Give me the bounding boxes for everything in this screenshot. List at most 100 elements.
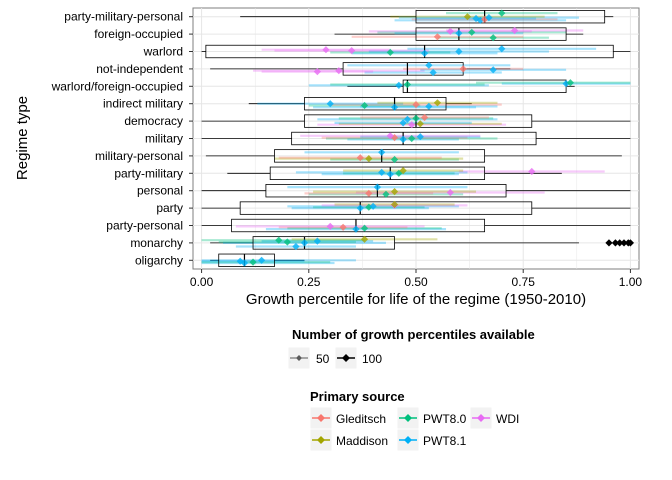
data-point: [378, 168, 386, 176]
legend-count-title: Number of growth percentiles available: [292, 327, 535, 342]
data-point: [425, 102, 433, 110]
outlier-point: [605, 239, 613, 247]
x-tick-label: 0.25: [297, 275, 321, 289]
data-point: [258, 256, 266, 264]
data-point: [455, 29, 463, 37]
y-tick-label: foreign-occupied: [94, 27, 183, 41]
data-point: [425, 61, 433, 69]
box: [205, 44, 614, 59]
data-point: [562, 80, 570, 88]
data-point: [390, 188, 399, 196]
data-point: [408, 121, 416, 129]
y-tick-label: personal: [137, 184, 183, 198]
data-point: [313, 237, 321, 245]
data-point: [446, 27, 454, 35]
data-point: [313, 68, 321, 76]
data-point: [322, 46, 330, 54]
data-point: [395, 81, 403, 89]
y-tick-label: not-independent: [96, 62, 183, 76]
box: [269, 166, 486, 180]
legend-count-label-100: 100: [362, 352, 382, 366]
data-point: [236, 257, 244, 265]
data-point: [420, 49, 429, 57]
outlier-point: [611, 239, 620, 247]
legend-source-key-diamond: [404, 436, 412, 444]
boxes: [205, 10, 614, 267]
data-point: [339, 223, 347, 231]
whiskers: [201, 16, 631, 261]
data-point: [433, 99, 442, 107]
data-point: [390, 155, 399, 164]
data-point: [326, 222, 334, 230]
y-tick-label: monarchy: [130, 236, 183, 250]
legend-count-key-100: [334, 346, 358, 370]
data-point: [566, 79, 574, 87]
data-point: [498, 45, 506, 53]
outlier-point: [620, 239, 628, 247]
data-point: [360, 101, 369, 110]
x-tick-label: 0.75: [512, 275, 536, 289]
data-point: [348, 47, 356, 55]
y-tick-label: party-personal: [106, 219, 183, 233]
legend-source-key-diamond: [317, 436, 325, 444]
data-point: [446, 188, 454, 197]
outliers: [605, 239, 635, 247]
y-tick-label: indirect military: [103, 97, 183, 111]
box: [231, 218, 486, 233]
x-tick-label: 1.00: [619, 275, 643, 289]
box: [252, 236, 395, 250]
outlier-point: [616, 239, 624, 247]
data-point: [489, 66, 497, 74]
data-point: [403, 80, 412, 89]
data-point: [420, 113, 429, 122]
data-point: [360, 224, 369, 232]
data-point: [360, 235, 369, 243]
box: [415, 10, 606, 24]
box: [304, 114, 533, 128]
data-point: [528, 167, 536, 176]
y-tick-label: military-personal: [95, 149, 183, 163]
box: [415, 27, 567, 41]
data-point: [275, 236, 283, 244]
data-point: [395, 169, 403, 177]
legend-source-label: PWT8.1: [423, 434, 467, 448]
data-point: [390, 103, 399, 111]
data-point: [416, 133, 424, 141]
box: [218, 253, 275, 267]
outlier-point: [626, 239, 635, 247]
legend-source-key-diamond: [317, 414, 325, 422]
legend-source-key-diamond: [404, 414, 412, 422]
data-point: [373, 183, 382, 191]
legend-source-label: Gleditsch: [336, 412, 386, 426]
y-tick-label: party-military-personal: [64, 10, 183, 24]
data-point: [300, 239, 309, 247]
data-point: [485, 14, 493, 22]
data-point: [356, 154, 364, 162]
data-point: [468, 28, 476, 36]
legend-source-label: WDI: [496, 412, 519, 426]
data-point: [472, 14, 480, 23]
data-point: [463, 13, 472, 21]
data-point: [249, 258, 257, 266]
y-axis-title: Regime type: [14, 96, 31, 180]
y-tick-label: oligarchy: [135, 253, 183, 267]
data-point: [326, 100, 334, 108]
data-point: [283, 238, 291, 246]
legend-source-key-diamond: [477, 414, 485, 422]
y-tick-label: democracy: [124, 114, 183, 128]
data-point: [416, 120, 424, 128]
legend-count-label-50: 50: [316, 352, 330, 366]
data-point: [399, 135, 407, 143]
data-point: [412, 101, 420, 109]
legend-source-label: PWT8.0: [423, 412, 467, 426]
data-point: [356, 204, 364, 212]
data-point: [429, 68, 437, 77]
x-axis-title: Growth percentile for life of the regime…: [246, 291, 586, 308]
x-tick-label: 0.00: [190, 275, 214, 289]
data-point: [335, 67, 343, 75]
data-point: [511, 26, 519, 35]
data-point: [399, 167, 407, 175]
box: [274, 149, 486, 163]
y-tick-label: military: [145, 132, 183, 146]
